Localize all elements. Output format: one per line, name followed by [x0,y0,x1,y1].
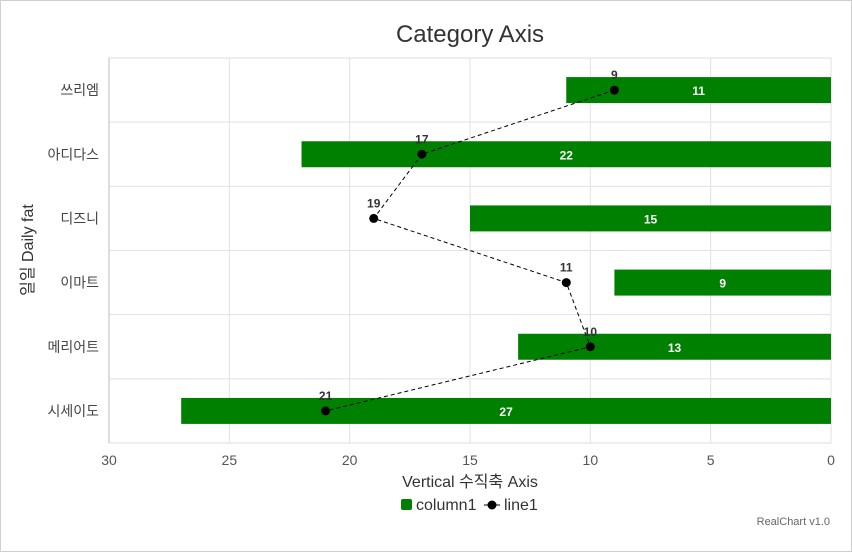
y-axis-title: 일일 Daily fat [19,204,37,296]
category-label: 디즈니 [60,210,99,226]
point-value-label: 21 [319,389,333,403]
line-point[interactable] [585,342,595,352]
value-axis: 30 25 20 15 10 5 0 [101,452,835,468]
bar[interactable] [614,269,831,296]
legend-swatch-column1 [401,499,412,510]
credit-label: RealChart v1.0 [756,516,830,528]
x-tick-label: 10 [583,452,599,468]
x-tick-label: 0 [827,452,835,468]
point-value-label: 17 [415,132,429,146]
line-point[interactable] [417,149,427,159]
bar[interactable] [518,333,831,360]
line-point[interactable] [321,406,331,416]
category-label: 시세이도 [47,403,99,419]
bar-value-label: 9 [719,277,726,291]
legend-marker-line1 [487,500,497,510]
x-tick-label: 25 [222,452,238,468]
legend-label-line1: line1 [504,497,538,514]
point-value-label: 10 [584,325,598,339]
line-point[interactable] [369,213,379,223]
line-series: 9 17 19 11 10 21 [319,68,619,416]
x-tick-label: 20 [342,452,358,468]
legend[interactable]: column1 line1 [401,497,538,514]
chart-title: Category Axis [396,21,544,48]
series-line [325,89,615,412]
bar[interactable] [301,141,831,168]
x-tick-label: 15 [462,452,478,468]
point-value-label: 19 [367,196,381,210]
point-value-label: 9 [611,68,618,82]
line-point[interactable] [561,278,571,288]
grid [108,57,832,444]
bar-value-label: 22 [560,148,574,162]
category-label: 아디다스 [47,146,99,162]
bar-series: 11 22 15 9 13 27 [181,77,831,424]
x-tick-label: 5 [707,452,715,468]
legend-label-column1: column1 [416,497,477,514]
bar-value-label: 13 [668,341,682,355]
bar[interactable] [181,397,831,424]
category-label: 메리어트 [47,339,99,355]
bar-value-label: 11 [692,84,705,98]
category-label: 이마트 [60,275,99,291]
bar-value-label: 15 [644,212,658,226]
line-point[interactable] [609,85,619,95]
x-axis-title: Vertical 수직축 Axis [402,473,538,491]
point-value-label: 11 [560,261,573,275]
bar-value-label: 27 [499,405,513,419]
category-label: 쓰리엠 [60,82,99,98]
x-tick-label: 30 [101,452,117,468]
bar[interactable] [470,205,831,232]
